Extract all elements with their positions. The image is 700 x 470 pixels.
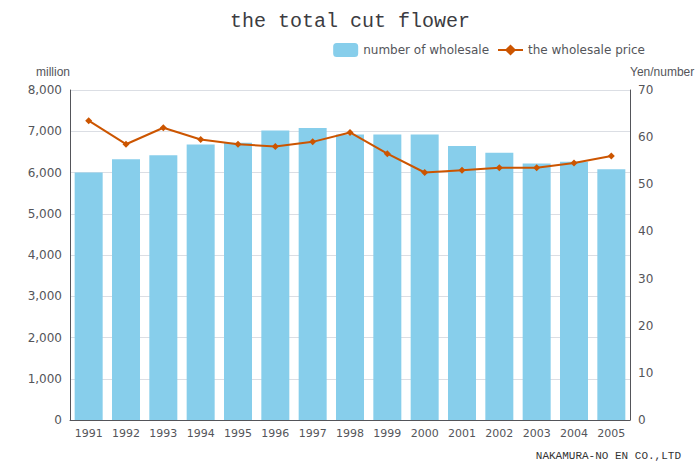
svg-text:NAKAMURA-NO EN CO.,LTD: NAKAMURA-NO EN CO.,LTD	[536, 450, 682, 462]
svg-text:4,000: 4,000	[28, 248, 62, 262]
svg-text:5,000: 5,000	[28, 207, 62, 221]
svg-text:2003: 2003	[523, 427, 551, 440]
svg-text:0: 0	[54, 413, 62, 427]
svg-text:number of wholesale: number of wholesale	[363, 43, 489, 57]
svg-text:1996: 1996	[261, 427, 289, 440]
svg-text:2000: 2000	[411, 427, 439, 440]
svg-text:million: million	[36, 65, 70, 79]
svg-text:1999: 1999	[373, 427, 401, 440]
svg-text:1998: 1998	[336, 427, 364, 440]
svg-text:2001: 2001	[448, 427, 476, 440]
svg-text:the total cut flower: the total cut flower	[230, 10, 470, 33]
svg-text:the wholesale price: the wholesale price	[528, 43, 645, 57]
svg-text:1997: 1997	[299, 427, 327, 440]
svg-text:1994: 1994	[187, 427, 215, 440]
svg-text:2002: 2002	[485, 427, 513, 440]
svg-text:2004: 2004	[560, 427, 588, 440]
svg-text:6,000: 6,000	[28, 166, 62, 180]
svg-text:Yen/number: Yen/number	[630, 65, 694, 79]
svg-text:30: 30	[638, 272, 653, 286]
svg-text:10: 10	[638, 366, 653, 380]
svg-text:40: 40	[638, 224, 653, 238]
svg-text:8,000: 8,000	[28, 83, 62, 97]
svg-text:1,000: 1,000	[28, 372, 62, 386]
svg-text:70: 70	[638, 83, 653, 97]
svg-text:0: 0	[638, 413, 646, 427]
svg-text:2005: 2005	[597, 427, 625, 440]
svg-text:1995: 1995	[224, 427, 252, 440]
svg-text:50: 50	[638, 177, 653, 191]
svg-text:1991: 1991	[75, 427, 103, 440]
svg-text:3,000: 3,000	[28, 289, 62, 303]
svg-text:1992: 1992	[112, 427, 140, 440]
svg-text:1993: 1993	[149, 427, 177, 440]
svg-text:7,000: 7,000	[28, 124, 62, 138]
svg-text:20: 20	[638, 319, 653, 333]
svg-text:2,000: 2,000	[28, 331, 62, 345]
svg-text:60: 60	[638, 130, 653, 144]
